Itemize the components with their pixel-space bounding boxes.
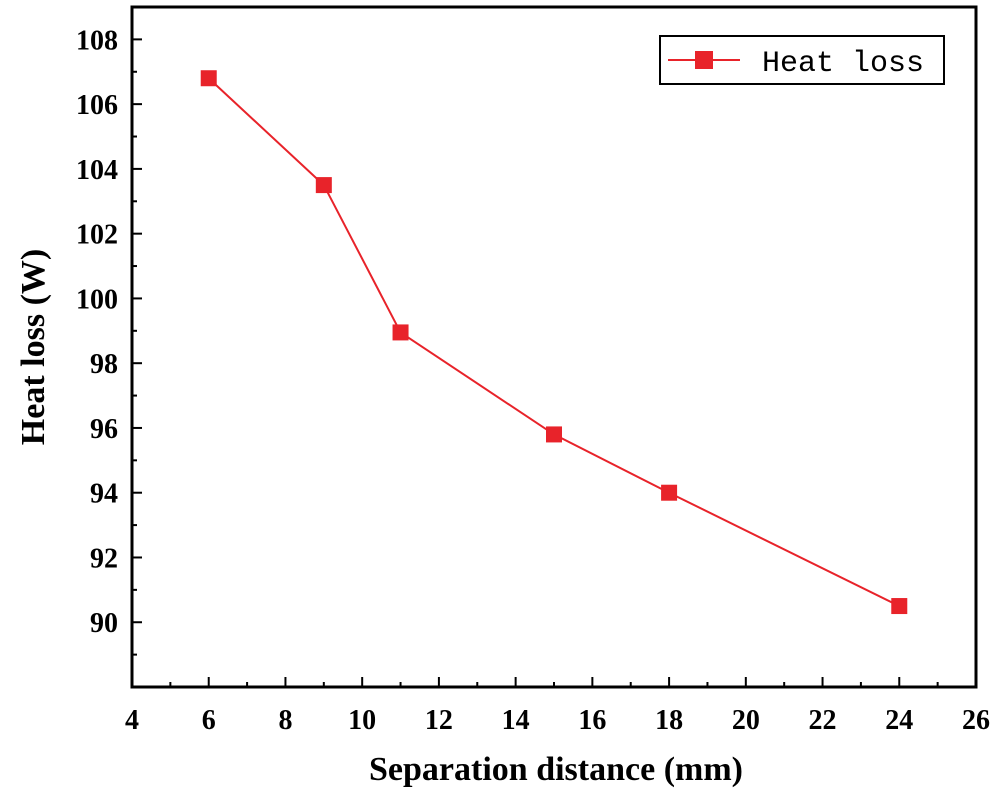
y-tick-label: 98 <box>90 349 118 380</box>
legend-marker-square <box>695 51 713 69</box>
series-line <box>208 77 900 607</box>
x-axis: 4 6 8 10 12 14 16 18 20 22 24 26 <box>125 677 990 736</box>
data-point-marker <box>392 324 409 341</box>
x-tick-label: 18 <box>655 705 683 736</box>
y-axis-title: Heat loss (W) <box>15 249 52 445</box>
y-tick-label: 106 <box>76 90 118 121</box>
y-tick-label: 104 <box>76 155 118 186</box>
x-tick-label: 6 <box>202 705 216 736</box>
y-axis: 90 92 94 96 98 100 102 104 106 108 <box>76 25 142 656</box>
y-tick-label: 100 <box>76 284 118 315</box>
x-tick-label: 24 <box>885 705 913 736</box>
data-point-marker <box>661 484 678 501</box>
y-tick-label: 96 <box>90 414 118 445</box>
data-point-marker <box>315 177 332 194</box>
data-point-marker <box>200 70 217 87</box>
x-tick-label: 16 <box>578 705 606 736</box>
x-tick-label: 20 <box>732 705 760 736</box>
x-tick-label: 22 <box>809 705 837 736</box>
legend: Heat loss <box>659 35 945 85</box>
x-tick-label: 14 <box>502 705 530 736</box>
x-tick-label: 12 <box>425 705 453 736</box>
y-tick-label: 90 <box>90 608 118 639</box>
data-point-marker <box>891 598 908 615</box>
series-layer <box>200 70 908 615</box>
legend-label: Heat loss <box>762 47 924 81</box>
data-point-marker <box>546 426 562 443</box>
x-tick-label: 8 <box>278 705 292 736</box>
y-tick-label: 92 <box>90 543 118 574</box>
x-tick-label: 4 <box>125 705 139 736</box>
y-tick-label: 108 <box>76 25 118 56</box>
y-axis-title-group: Heat loss (W) <box>15 249 52 445</box>
y-tick-label: 102 <box>76 220 118 251</box>
y-tick-label: 94 <box>90 479 118 510</box>
plot-frame <box>130 5 978 689</box>
x-axis-title: Separation distance (mm) <box>369 751 743 788</box>
legend-box <box>659 35 945 85</box>
x-tick-label: 26 <box>962 705 990 736</box>
x-tick-label: 10 <box>348 705 376 736</box>
